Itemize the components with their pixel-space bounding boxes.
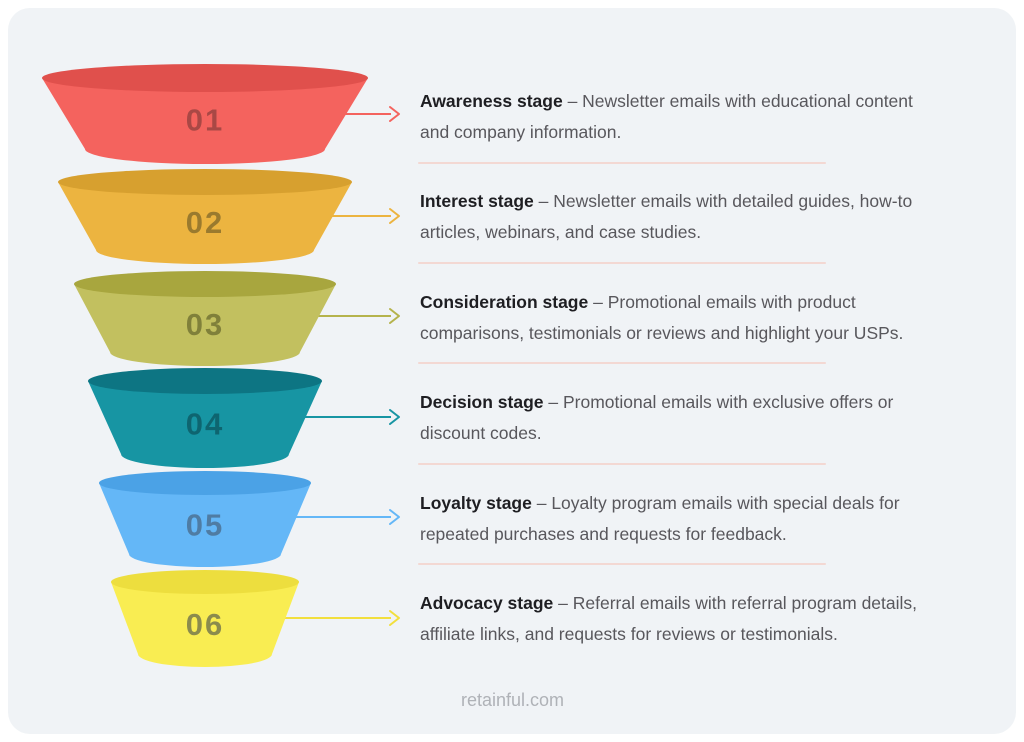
- stage-description-text: – Loyalty program emails with special de…: [420, 493, 900, 544]
- stage-rim: [111, 570, 299, 594]
- stage-section-consideration: Consideration stage – Promotional emails…: [420, 287, 925, 349]
- section-divider: [418, 262, 826, 264]
- stage-rim: [88, 368, 322, 394]
- stage-number: 02: [186, 205, 224, 240]
- section-divider: [418, 563, 826, 565]
- stage-rim: [42, 64, 368, 92]
- stage-title: Interest stage: [420, 191, 534, 211]
- stage-section-advocacy: Advocacy stage – Referral emails with re…: [420, 588, 925, 650]
- funnel-stage-03: 03: [74, 271, 400, 366]
- stage-title: Decision stage: [420, 392, 544, 412]
- stage-number: 04: [186, 407, 224, 442]
- stage-title: Loyalty stage: [420, 493, 532, 513]
- stage-description-text: – Promotional emails with exclusive offe…: [420, 392, 894, 443]
- stage-arrow-head: [389, 208, 400, 224]
- stage-title: Consideration stage: [420, 292, 589, 312]
- funnel-stage-02: 02: [58, 169, 400, 264]
- section-divider: [418, 162, 826, 164]
- funnel-stage-01: 01: [42, 64, 400, 164]
- stage-section-interest: Interest stage – Newsletter emails with …: [420, 186, 925, 248]
- stage-number: 01: [186, 103, 224, 138]
- stage-body: [74, 284, 336, 366]
- stage-title: Awareness stage: [420, 91, 563, 111]
- stage-rim: [74, 271, 336, 297]
- stage-description-text: – Referral emails with referral program …: [420, 593, 918, 644]
- website-text: retainful.com: [460, 690, 565, 710]
- stage-title: Advocacy stage: [420, 593, 554, 613]
- stage-description-text: – Newsletter emails with detailed guides…: [420, 191, 913, 242]
- stage-description-text: – Promotional emails with product compar…: [420, 292, 904, 343]
- stage-body: [58, 182, 352, 264]
- stage-number: 06: [186, 607, 224, 642]
- stage-description-text: – Newsletter emails with educational con…: [420, 91, 913, 142]
- stage-body: [99, 483, 311, 567]
- section-divider: [418, 362, 826, 364]
- funnel-stage-05: 05: [99, 471, 400, 567]
- stage-body: [111, 582, 299, 667]
- stage-section-awareness: Awareness stage – Newsletter emails with…: [420, 86, 925, 148]
- stage-number: 03: [186, 307, 224, 342]
- stage-number: 05: [186, 507, 224, 542]
- funnel-stage-06: 06: [111, 570, 400, 667]
- stage-section-loyalty: Loyalty stage – Loyalty program emails w…: [420, 488, 925, 550]
- stage-arrow-head: [389, 308, 400, 324]
- stage-rim: [99, 471, 311, 495]
- funnel-stage-04: 04: [88, 368, 400, 468]
- stage-arrow-head: [389, 106, 400, 122]
- stage-body: [88, 381, 322, 468]
- section-divider: [418, 463, 826, 465]
- stage-rim: [58, 169, 352, 195]
- stage-arrow-head: [389, 509, 400, 525]
- stage-arrow-head: [389, 610, 400, 626]
- stage-arrow-head: [389, 409, 400, 425]
- stage-body: [42, 78, 368, 164]
- stage-section-decision: Decision stage – Promotional emails with…: [420, 387, 925, 449]
